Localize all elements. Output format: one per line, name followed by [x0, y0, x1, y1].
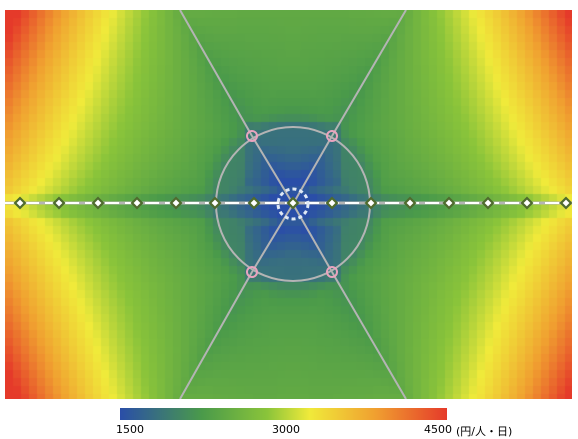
radial-road-se-inner — [293, 204, 332, 272]
station-marker — [93, 198, 103, 208]
radial-road-ne-outer — [332, 10, 406, 136]
radial-road-nw-outer — [180, 10, 252, 136]
radial-road-se-outer — [332, 272, 406, 399]
radial-road-nw-inner — [252, 136, 293, 204]
network-overlay — [5, 10, 572, 399]
legend-color-bar — [120, 408, 447, 420]
radial-road-sw-inner — [252, 204, 293, 272]
station-marker — [132, 198, 142, 208]
radial-road-sw-outer — [180, 272, 252, 399]
station-marker — [405, 198, 415, 208]
legend-unit-label: (円/人・日) — [456, 423, 512, 439]
station-marker — [15, 198, 25, 208]
color-legend: 1500 3000 4500 (円/人・日) — [0, 408, 578, 436]
station-marker — [522, 198, 532, 208]
station-marker — [444, 198, 454, 208]
station-marker — [249, 198, 259, 208]
station-marker — [171, 198, 181, 208]
station-marker — [366, 198, 376, 208]
radial-road-ne-inner — [293, 136, 332, 204]
station-marker — [210, 198, 220, 208]
legend-mid-label: 3000 — [272, 423, 300, 436]
station-marker — [54, 198, 64, 208]
legend-min-label: 1500 — [116, 423, 144, 436]
station-marker — [483, 198, 493, 208]
station-marker — [561, 198, 571, 208]
station-marker — [327, 198, 337, 208]
legend-max-label: 4500 — [424, 423, 452, 436]
